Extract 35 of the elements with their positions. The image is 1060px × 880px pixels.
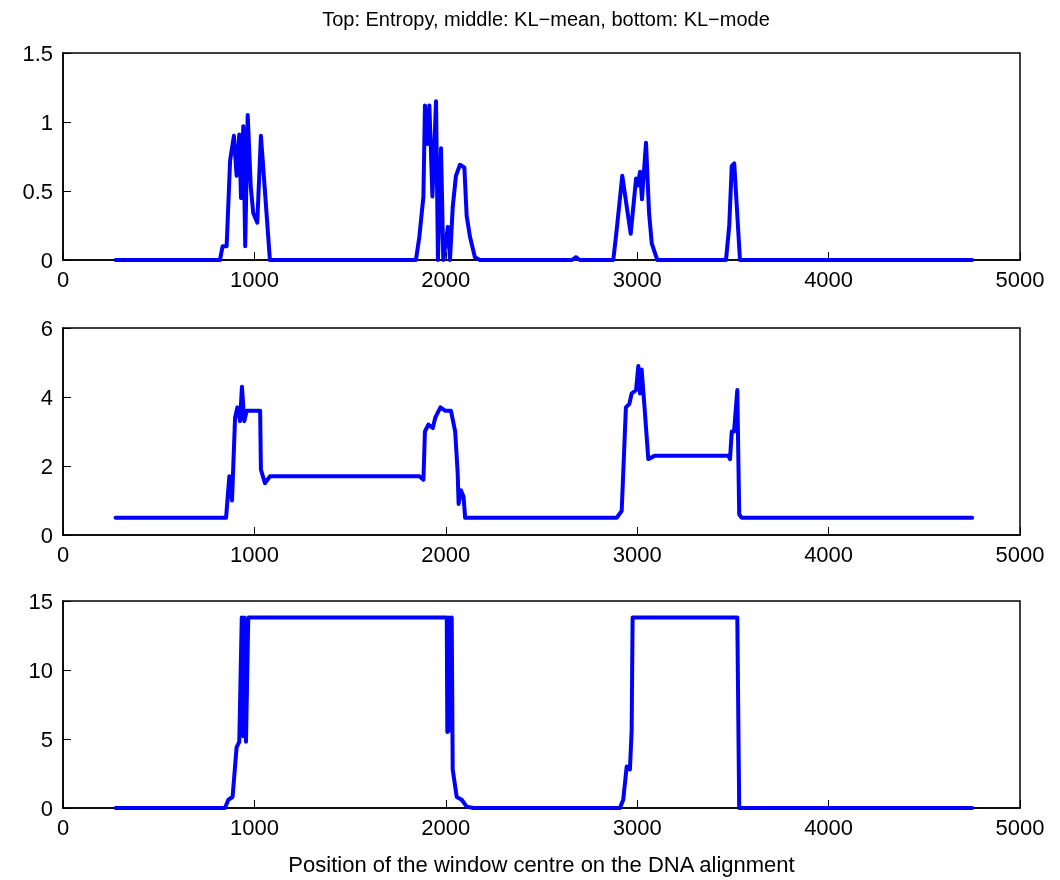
- y-tick-label: 0: [40, 522, 53, 548]
- x-tick-label: 2000: [421, 814, 471, 840]
- y-tick-label: 0.5: [22, 178, 53, 204]
- x-tick-label: 1000: [229, 541, 279, 567]
- x-tick-label: 0: [56, 814, 70, 840]
- x-tick-label: 4000: [804, 541, 854, 567]
- x-tick-label: 5000: [995, 541, 1045, 567]
- line-series: [113, 615, 975, 810]
- line-series: [113, 99, 975, 262]
- x-tick-label: 2000: [421, 266, 471, 292]
- x-tick-label: 0: [56, 266, 70, 292]
- y-tick-label: 1: [40, 109, 53, 135]
- x-axis-title: Position of the window centre on the DNA alignment: [288, 851, 795, 877]
- x-tick-label: 1000: [229, 814, 279, 840]
- y-tick-label: 2: [40, 453, 53, 479]
- x-tick-label: 5000: [995, 814, 1045, 840]
- x-tick-label: 3000: [612, 814, 662, 840]
- y-tick-label: 0: [40, 795, 53, 821]
- y-tick-label: 0: [40, 247, 53, 273]
- line-series: [113, 363, 975, 520]
- x-tick-label: 4000: [804, 814, 854, 840]
- y-tick-label: 4: [40, 384, 53, 410]
- y-tick-label: 6: [40, 315, 53, 341]
- y-tick-label: 10: [28, 657, 53, 683]
- x-tick-label: 3000: [612, 266, 662, 292]
- y-tick-label: 1.5: [22, 40, 53, 66]
- x-tick-label: 0: [56, 541, 70, 567]
- x-tick-label: 2000: [421, 541, 471, 567]
- y-tick-label: 15: [28, 588, 53, 614]
- x-tick-label: 3000: [612, 541, 662, 567]
- x-tick-label: 5000: [995, 266, 1045, 292]
- x-tick-label: 1000: [229, 266, 279, 292]
- chart-title: Top: Entropy, middle: KL−mean, bottom: KL−mode: [322, 8, 770, 30]
- x-tick-label: 4000: [804, 266, 854, 292]
- y-tick-label: 5: [40, 726, 53, 752]
